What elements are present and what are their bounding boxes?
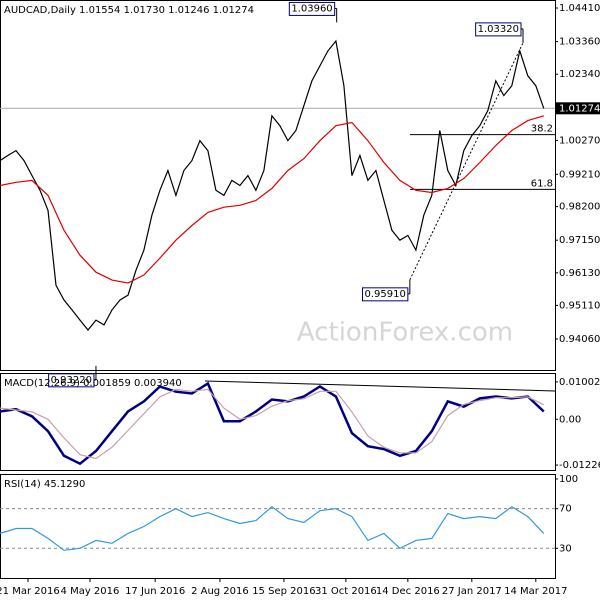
x-tick-label: 4 May 2016	[61, 586, 120, 597]
watermark: ActionForex.com	[297, 318, 513, 348]
series-line	[0, 505, 545, 551]
x-tick-label: 14 Dec 2016	[376, 586, 440, 597]
y-tick-label: 30	[559, 543, 572, 554]
x-tick-label: 31 Oct 2016	[315, 586, 377, 597]
x-tick-label: 2 Aug 2016	[191, 586, 249, 597]
series-line	[0, 388, 545, 460]
series-line	[0, 39, 545, 331]
macd-frame	[0, 373, 556, 471]
y-tick-label: 1.00270	[559, 135, 600, 146]
annotation-box	[48, 373, 95, 388]
annotation-label: 1.03320	[478, 24, 519, 35]
y-tick-label: 0.96130	[559, 268, 600, 279]
y-tick-label: 0.95110	[559, 300, 600, 311]
rsi-title: RSI(14) 45.1290	[4, 479, 85, 490]
series-line	[0, 115, 544, 284]
price-title: AUDCAD,Daily 1.01554 1.01730 1.01246 1.0…	[4, 5, 254, 16]
y-tick-label: 0.00	[559, 414, 581, 425]
y-tick-label: -0.012266	[559, 460, 600, 471]
fib-label: 38.2	[531, 124, 553, 135]
last-price-label: 1.01274	[559, 103, 600, 114]
annotation-label: 1.03960	[291, 3, 332, 14]
y-tick-label: 1.03360	[559, 37, 600, 48]
y-tick-label: 0.98200	[559, 202, 600, 213]
fib-trendline	[409, 42, 524, 281]
y-tick-label: 100	[559, 474, 578, 485]
fib-label: 61.8	[531, 178, 553, 189]
x-tick-label: 14 Mar 2017	[504, 586, 567, 597]
y-tick-label: 1.02340	[559, 69, 600, 80]
y-tick-label: 0.94060	[559, 334, 600, 345]
x-tick-label: 21 Mar 2016	[0, 586, 60, 597]
y-tick-label: 0.97150	[559, 235, 600, 246]
last-price-box	[556, 102, 600, 115]
price-frame	[0, 0, 556, 371]
x-tick-label: 17 Jun 2016	[125, 586, 185, 597]
annotation-label: 0.95910	[364, 289, 405, 300]
series-line	[0, 381, 545, 466]
y-tick-label: 70	[559, 504, 572, 515]
x-tick-label: 27 Jan 2017	[442, 586, 502, 597]
rsi-frame	[0, 474, 556, 579]
annotation-label: 0.93220	[51, 375, 92, 386]
macd-title: MACD(12,26,9) 0.001859 0.003940	[4, 378, 182, 389]
divergence-line	[204, 380, 556, 392]
y-tick-label: 1.04410	[559, 3, 600, 14]
y-tick-label: 0.010021	[559, 377, 600, 388]
y-tick-label: 0.99210	[559, 169, 600, 180]
x-tick-label: 15 Sep 2016	[252, 586, 315, 597]
